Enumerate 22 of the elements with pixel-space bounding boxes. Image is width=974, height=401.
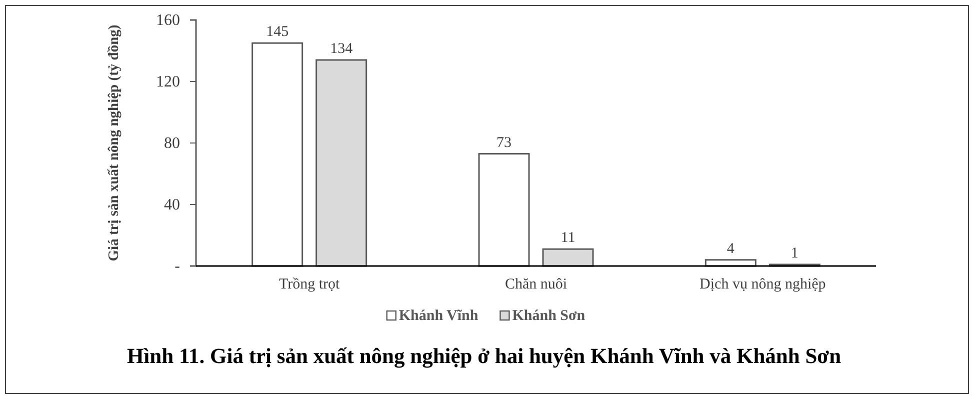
y-tick-label: 160 bbox=[156, 12, 180, 30]
data-label: 134 bbox=[330, 40, 354, 57]
y-tick-label: 80 bbox=[164, 135, 180, 152]
y-tick-label: - bbox=[174, 258, 180, 276]
x-tick-label: Dịch vụ nông nghiệp bbox=[700, 276, 826, 293]
bar bbox=[316, 59, 368, 267]
text: Hình 11. Giá trị sản xuất nông nghiệp ở hai huyện Khánh Vĩnh và Khánh Sơn bbox=[126, 344, 842, 368]
data-label: 1 bbox=[790, 245, 798, 262]
x-tick-label: Chăn nuôi bbox=[504, 276, 568, 293]
data-label: 145 bbox=[266, 24, 289, 40]
data-label: 4 bbox=[726, 240, 735, 257]
y-tick-label: 120 bbox=[156, 74, 180, 91]
bar bbox=[542, 248, 594, 267]
bar bbox=[252, 42, 304, 267]
y-axis-title: Giá trị sản xuất nông nghiệp (tỷ đồng) bbox=[106, 24, 122, 262]
bar bbox=[478, 153, 530, 267]
x-tick-label: Trồng trọt bbox=[278, 276, 341, 293]
legend-label: Khánh Sơn bbox=[512, 308, 586, 324]
legend-label: Khánh Vĩnh bbox=[398, 308, 479, 324]
y-tick-label: 40 bbox=[164, 196, 180, 214]
data-label: 73 bbox=[496, 134, 512, 151]
data-label: 11 bbox=[560, 230, 576, 246]
